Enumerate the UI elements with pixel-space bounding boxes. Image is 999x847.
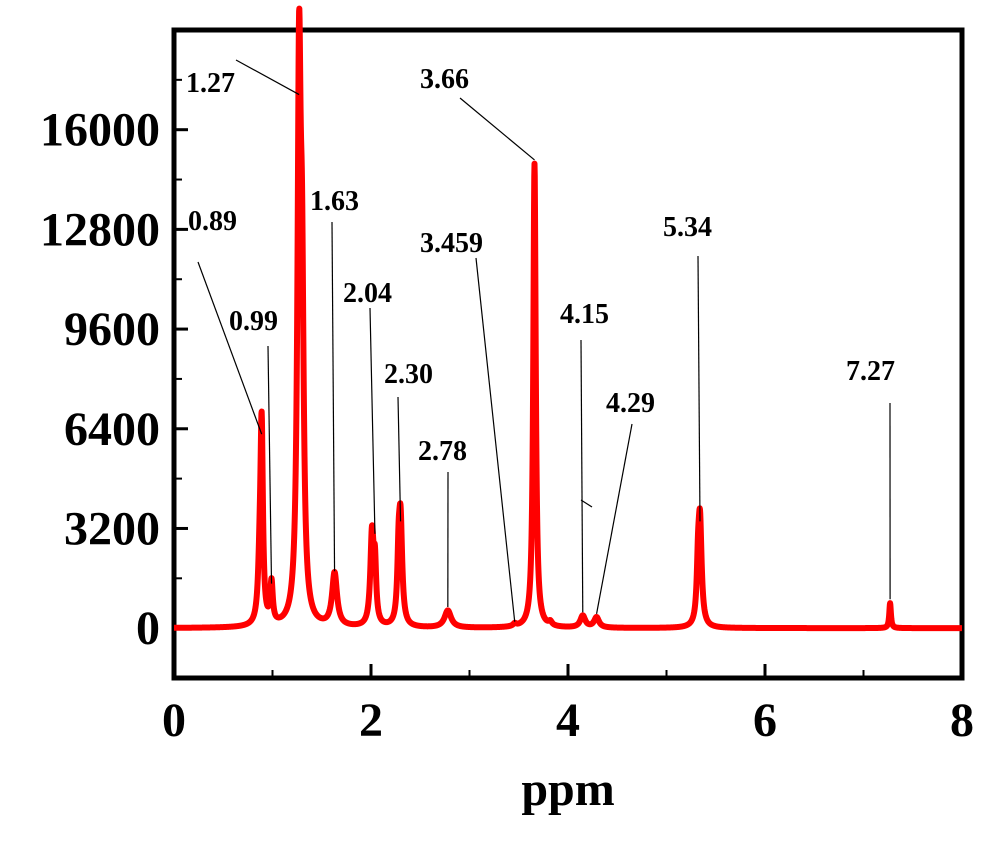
peak-label: 0.99 — [229, 306, 278, 337]
annotation-leader — [459, 97, 535, 161]
series-line — [171, 5, 965, 632]
x-tick-label: 6 — [753, 694, 777, 747]
annotation-leader — [267, 345, 273, 584]
peak-label: 7.27 — [846, 356, 895, 387]
annotation-layer: 1.27 0.89 0.99 1.63 2.04 2.30 2.78 3.459 3.66 4.1… — [186, 59, 895, 622]
annotation-leader — [595, 423, 633, 614]
peak-label: 2.78 — [418, 436, 467, 467]
peak-label: 3.66 — [420, 64, 469, 95]
peak-label: 3.459 — [420, 228, 483, 259]
peak-label: 5.34 — [663, 212, 712, 243]
x-tick-label: 2 — [359, 694, 383, 747]
annotation-leader — [331, 221, 336, 572]
peak-label: 0.89 — [188, 206, 237, 237]
annotation-leader — [369, 307, 376, 534]
stray-mark — [580, 499, 593, 508]
peak-label: 1.27 — [186, 68, 235, 99]
peak-label: 4.29 — [606, 388, 655, 419]
y-axis-ticks: 0 3200 6400 9600 12800 16000 — [40, 78, 188, 655]
x-axis-ticks: 0 2 4 6 8 — [162, 664, 974, 747]
annotation-leader — [397, 396, 402, 522]
y-tick-label: 3200 — [64, 502, 160, 555]
annotation-leader — [197, 261, 263, 435]
annotation-leader — [475, 257, 516, 622]
x-tick-label: 8 — [950, 694, 974, 747]
x-axis-title: ppm — [521, 763, 614, 816]
peak-label: 1.63 — [310, 186, 359, 217]
peak-label: 2.30 — [384, 359, 433, 390]
peak-label: 2.04 — [343, 278, 392, 309]
x-tick-label: 0 — [162, 694, 186, 747]
series-layer — [171, 5, 965, 632]
peak-label: 4.15 — [560, 299, 609, 330]
annotation-leader — [580, 339, 584, 613]
y-tick-label: 6400 — [64, 403, 160, 456]
y-tick-label: 16000 — [40, 104, 160, 157]
annotation-leader — [235, 59, 300, 96]
annotation-leader — [697, 255, 701, 522]
y-tick-label: 12800 — [40, 203, 160, 256]
x-tick-label: 4 — [556, 694, 580, 747]
y-tick-label: 0 — [136, 602, 160, 655]
y-tick-label: 9600 — [64, 303, 160, 356]
